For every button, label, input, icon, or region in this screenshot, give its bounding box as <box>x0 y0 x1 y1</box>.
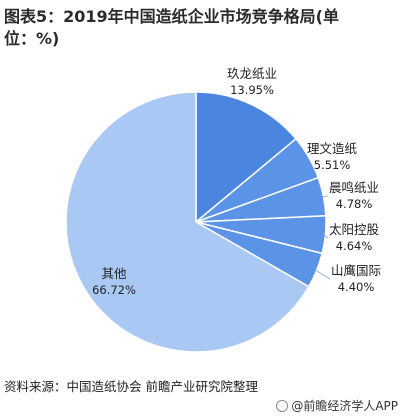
slice-value-4: 4.64% <box>336 239 373 253</box>
slice-label-1: 玖龙纸业 <box>227 66 277 81</box>
leader-line-5 <box>314 269 331 280</box>
slice-label-3: 晨鸣纸业 <box>329 180 379 195</box>
pie-slice-6 <box>65 91 310 353</box>
brand-text: @前瞻经济学人APP <box>291 399 398 413</box>
slice-label-2: 理文造纸 <box>307 141 358 156</box>
source-note: 资料来源：中国造纸协会 前瞻产业研究院整理 <box>4 379 258 394</box>
slice-value-1: 13.95% <box>230 83 274 97</box>
slice-label-6: 其他 <box>101 266 127 281</box>
leader-line-4 <box>323 234 329 239</box>
slice-label-5: 山鹰国际 <box>331 263 381 278</box>
slice-label-4: 太阳控股 <box>329 222 380 237</box>
brand-watermark: @前瞻经济学人APP <box>276 397 398 414</box>
leader-line-2 <box>305 156 308 159</box>
slice-value-3: 4.78% <box>336 197 373 211</box>
chart-title: 图表5：2019年中国造纸企业市场竞争格局(单位：%) <box>4 7 339 48</box>
slice-value-6: 66.72% <box>92 283 136 297</box>
leader-line-3 <box>321 195 329 198</box>
slice-value-2: 5.51% <box>314 158 351 172</box>
brand-logo-icon <box>276 400 289 412</box>
slice-value-5: 4.40% <box>338 280 375 294</box>
pie-slice-1 <box>195 91 297 224</box>
